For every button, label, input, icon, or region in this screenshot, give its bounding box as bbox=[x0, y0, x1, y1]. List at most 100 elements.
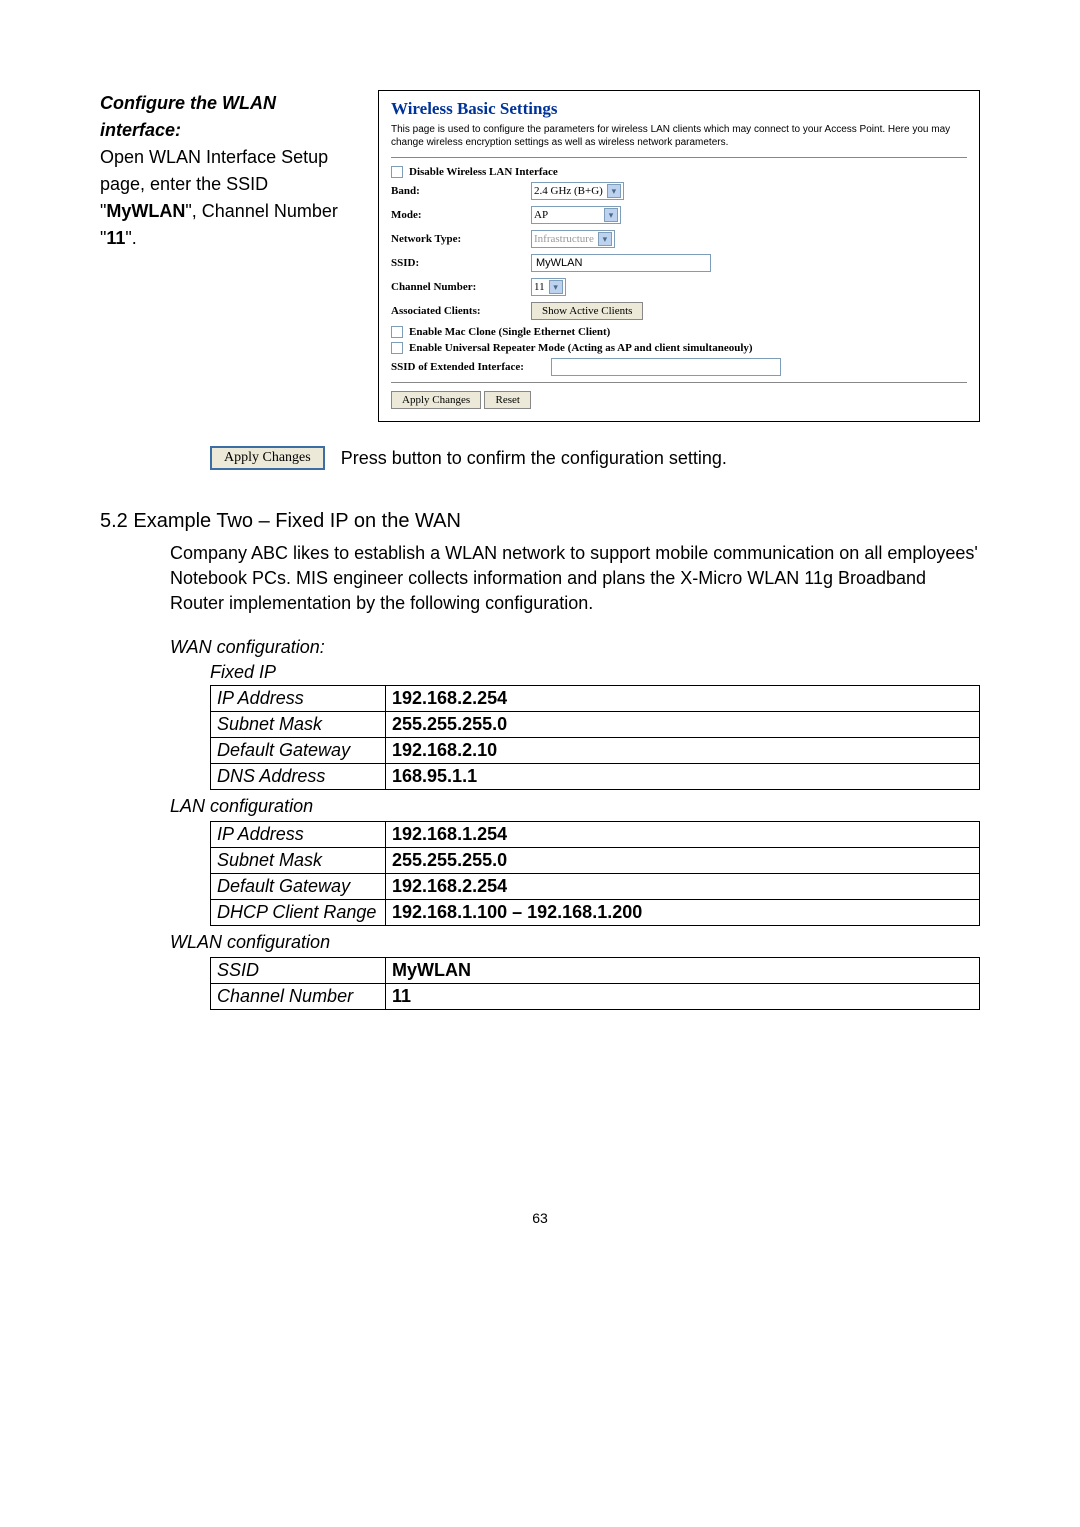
chevron-down-icon: ▾ bbox=[607, 184, 621, 198]
channel-label: Channel Number: bbox=[391, 281, 531, 293]
band-select[interactable]: 2.4 GHz (B+G) ▾ bbox=[531, 182, 624, 200]
cell-val: 11 bbox=[386, 983, 980, 1009]
chevron-down-icon: ▾ bbox=[598, 232, 612, 246]
ext-ssid-input[interactable] bbox=[551, 358, 781, 376]
wan-sub-label: Fixed IP bbox=[210, 662, 980, 683]
mode-ctrl: AP ▾ bbox=[531, 206, 967, 224]
wan-table: IP Address192.168.2.254 Subnet Mask255.2… bbox=[210, 685, 980, 790]
wan-config-label: WAN configuration: bbox=[170, 637, 980, 658]
cell-key: IP Address bbox=[211, 685, 386, 711]
apply-instruction-text: Press button to confirm the configuratio… bbox=[341, 448, 727, 469]
nettype-row: Network Type: Infrastructure ▾ bbox=[391, 230, 967, 248]
mode-label: Mode: bbox=[391, 209, 531, 221]
channel-value: 11 bbox=[534, 281, 545, 293]
divider bbox=[391, 382, 967, 383]
mode-row: Mode: AP ▾ bbox=[391, 206, 967, 224]
reset-button[interactable]: Reset bbox=[484, 391, 530, 409]
cell-val: 192.168.2.10 bbox=[386, 737, 980, 763]
wireless-settings-panel: Wireless Basic Settings This page is use… bbox=[378, 90, 980, 422]
repeater-label: Enable Universal Repeater Mode (Acting a… bbox=[409, 342, 753, 354]
nettype-ctrl: Infrastructure ▾ bbox=[531, 230, 967, 248]
left-instructions: Configure the WLAN interface: Open WLAN … bbox=[100, 90, 360, 422]
assoc-label: Associated Clients: bbox=[391, 305, 531, 317]
macclone-checkbox[interactable] bbox=[391, 326, 403, 338]
cell-key: DHCP Client Range bbox=[211, 899, 386, 925]
ext-ssid-ctrl bbox=[551, 358, 967, 376]
panel-desc: This page is used to configure the param… bbox=[391, 123, 967, 149]
apply-instruction-row: Apply Changes Press button to confirm th… bbox=[210, 446, 980, 470]
panel-buttons: Apply Changes Reset bbox=[391, 391, 967, 409]
chevron-down-icon: ▾ bbox=[549, 280, 563, 294]
table-row: DHCP Client Range192.168.1.100 – 192.168… bbox=[211, 899, 980, 925]
section-para: Company ABC likes to establish a WLAN ne… bbox=[170, 541, 980, 617]
ext-ssid-label: SSID of Extended Interface: bbox=[391, 361, 551, 373]
table-row: Default Gateway192.168.2.254 bbox=[211, 873, 980, 899]
disable-wlan-checkbox[interactable] bbox=[391, 166, 403, 178]
band-ctrl: 2.4 GHz (B+G) ▾ bbox=[531, 182, 967, 200]
lan-config-label: LAN configuration bbox=[170, 796, 980, 817]
cell-val: 192.168.2.254 bbox=[386, 873, 980, 899]
cell-key: Subnet Mask bbox=[211, 847, 386, 873]
wlan-config-label: WLAN configuration bbox=[170, 932, 980, 953]
cell-val: 168.95.1.1 bbox=[386, 763, 980, 789]
channel-ctrl: 11 ▾ bbox=[531, 278, 967, 296]
band-row: Band: 2.4 GHz (B+G) ▾ bbox=[391, 182, 967, 200]
ssid-ctrl bbox=[531, 254, 967, 272]
cell-key: Default Gateway bbox=[211, 873, 386, 899]
cell-val: 255.255.255.0 bbox=[386, 711, 980, 737]
ssid-label: SSID: bbox=[391, 257, 531, 269]
ssid-input[interactable] bbox=[531, 254, 711, 272]
repeater-checkbox[interactable] bbox=[391, 342, 403, 354]
mode-select[interactable]: AP ▾ bbox=[531, 206, 621, 224]
lan-table: IP Address192.168.1.254 Subnet Mask255.2… bbox=[210, 821, 980, 926]
table-row: Subnet Mask255.255.255.0 bbox=[211, 711, 980, 737]
apply-changes-button[interactable]: Apply Changes bbox=[391, 391, 481, 409]
macclone-row: Enable Mac Clone (Single Ethernet Client… bbox=[391, 326, 967, 338]
macclone-label: Enable Mac Clone (Single Ethernet Client… bbox=[409, 326, 610, 338]
nettype-select: Infrastructure ▾ bbox=[531, 230, 615, 248]
repeater-row: Enable Universal Repeater Mode (Acting a… bbox=[391, 342, 967, 354]
table-row: IP Address192.168.1.254 bbox=[211, 821, 980, 847]
cell-key: Subnet Mask bbox=[211, 711, 386, 737]
table-row: Channel Number11 bbox=[211, 983, 980, 1009]
assoc-row: Associated Clients: Show Active Clients bbox=[391, 302, 967, 320]
assoc-ctrl: Show Active Clients bbox=[531, 302, 967, 320]
channel-select[interactable]: 11 ▾ bbox=[531, 278, 566, 296]
table-row: IP Address192.168.2.254 bbox=[211, 685, 980, 711]
instr-ssid: MyWLAN bbox=[106, 201, 185, 221]
show-active-clients-button[interactable]: Show Active Clients bbox=[531, 302, 643, 320]
section-title: 5.2 Example Two – Fixed IP on the WAN bbox=[100, 510, 980, 533]
band-label: Band: bbox=[391, 185, 531, 197]
disable-wlan-label: Disable Wireless LAN Interface bbox=[409, 166, 558, 178]
ext-ssid-row: SSID of Extended Interface: bbox=[391, 358, 967, 376]
cell-key: IP Address bbox=[211, 821, 386, 847]
panel-title: Wireless Basic Settings bbox=[391, 99, 967, 119]
cell-val: 192.168.2.254 bbox=[386, 685, 980, 711]
instr-3: ". bbox=[125, 228, 136, 248]
cell-val: 255.255.255.0 bbox=[386, 847, 980, 873]
nettype-label: Network Type: bbox=[391, 233, 531, 245]
cell-key: DNS Address bbox=[211, 763, 386, 789]
cell-key: Channel Number bbox=[211, 983, 386, 1009]
nettype-value: Infrastructure bbox=[534, 233, 594, 245]
cell-val: MyWLAN bbox=[386, 957, 980, 983]
instr-chan: 11 bbox=[106, 228, 125, 248]
band-value: 2.4 GHz (B+G) bbox=[534, 185, 603, 197]
table-row: DNS Address168.95.1.1 bbox=[211, 763, 980, 789]
cell-val: 192.168.1.100 – 192.168.1.200 bbox=[386, 899, 980, 925]
top-section: Configure the WLAN interface: Open WLAN … bbox=[100, 90, 980, 422]
apply-changes-button-large[interactable]: Apply Changes bbox=[210, 446, 325, 470]
cell-val: 192.168.1.254 bbox=[386, 821, 980, 847]
ssid-row: SSID: bbox=[391, 254, 967, 272]
instruction-text: Open WLAN Interface Setup page, enter th… bbox=[100, 144, 360, 252]
channel-row: Channel Number: 11 ▾ bbox=[391, 278, 967, 296]
disable-wlan-row: Disable Wireless LAN Interface bbox=[391, 166, 967, 178]
chevron-down-icon: ▾ bbox=[604, 208, 618, 222]
wlan-table: SSIDMyWLAN Channel Number11 bbox=[210, 957, 980, 1010]
page-number: 63 bbox=[100, 1210, 980, 1226]
divider bbox=[391, 157, 967, 158]
table-row: Subnet Mask255.255.255.0 bbox=[211, 847, 980, 873]
mode-value: AP bbox=[534, 209, 548, 221]
table-row: Default Gateway192.168.2.10 bbox=[211, 737, 980, 763]
cell-key: SSID bbox=[211, 957, 386, 983]
